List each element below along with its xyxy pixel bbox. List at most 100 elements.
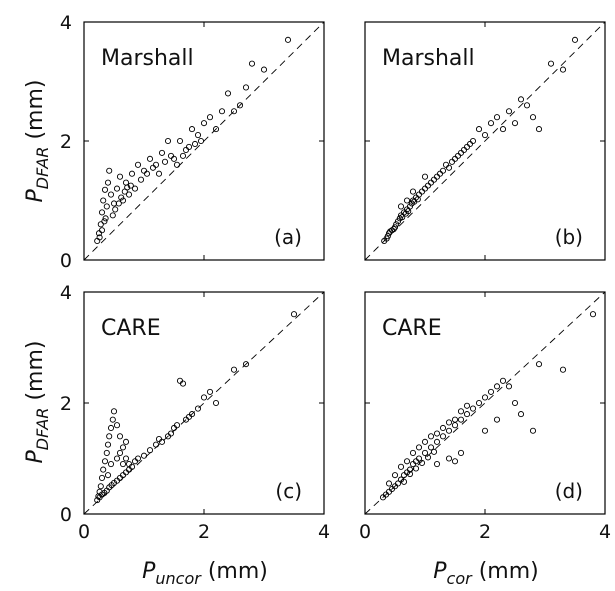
scatter-point xyxy=(439,433,447,440)
scatter-point xyxy=(101,458,109,465)
scatter-point xyxy=(113,422,121,429)
scatter-point xyxy=(143,170,151,177)
scatter-point xyxy=(212,126,220,133)
scatter-point xyxy=(394,480,402,487)
scatter-point xyxy=(391,224,399,231)
scatter-point xyxy=(182,146,190,153)
scatter-point xyxy=(433,430,441,437)
scatter-point xyxy=(146,447,154,454)
scatter-point xyxy=(463,143,471,150)
scatter-point xyxy=(397,203,405,210)
scatter-point xyxy=(454,152,462,159)
scatter-point xyxy=(457,408,465,415)
scatter-point xyxy=(115,200,122,207)
one-to-one-line xyxy=(83,291,325,515)
scatter-point xyxy=(212,399,220,407)
scatter-point xyxy=(236,102,244,109)
scatter-point xyxy=(487,120,495,127)
scatter-point xyxy=(116,173,124,180)
scatter-point xyxy=(125,191,133,198)
scatter-point xyxy=(260,66,268,73)
scatter-point xyxy=(418,188,426,195)
scatter-point xyxy=(535,126,543,133)
scatter-point xyxy=(403,458,411,465)
scatter-point xyxy=(103,203,110,210)
scatter-point xyxy=(393,221,400,228)
scatter-point xyxy=(122,455,130,462)
scatter-point xyxy=(405,208,412,215)
y-axis-label-top: PDFAR (mm) xyxy=(23,80,52,203)
scatter-point xyxy=(242,84,250,91)
scatter-point xyxy=(409,188,417,195)
scatter-point xyxy=(481,427,489,434)
one-to-one-line xyxy=(364,21,606,261)
scatter-panel: 0 2 4 Marshall (a) xyxy=(60,12,325,272)
scatter-point xyxy=(415,444,423,451)
scatter-point xyxy=(415,455,423,462)
scatter-point xyxy=(179,152,187,159)
scatter-point xyxy=(390,226,397,233)
scatter-point xyxy=(445,427,453,434)
scatter-point xyxy=(406,470,414,478)
scatter-point xyxy=(119,444,127,451)
panel-dataset-label: Marshall xyxy=(101,46,194,71)
scatter-point xyxy=(475,126,483,133)
scatter-point xyxy=(113,455,121,462)
scatter-point xyxy=(421,449,429,457)
scatter-point xyxy=(98,209,106,216)
scatter-panel: 00 2 2 4 4 CARE (c) xyxy=(60,282,330,543)
scatter-point xyxy=(224,90,232,97)
scatter-point xyxy=(403,197,411,204)
scatter-point xyxy=(122,438,130,445)
x-axis-label-subscript: cor xyxy=(447,569,474,588)
scatter-point xyxy=(200,120,208,127)
scatter-point xyxy=(399,214,406,221)
scatter-point xyxy=(499,126,507,133)
scatter-point xyxy=(97,483,104,490)
scatter-point xyxy=(179,380,187,387)
panel-letter-label: (a) xyxy=(274,225,302,249)
scatter-point xyxy=(103,449,110,457)
scatter-point xyxy=(589,311,597,318)
scatter-point xyxy=(95,493,102,500)
scatter-point xyxy=(430,176,438,183)
scatter-point xyxy=(445,419,453,426)
scatter-point xyxy=(451,416,459,423)
scatter-point xyxy=(152,441,160,448)
scatter-point xyxy=(457,149,465,156)
scatter-point xyxy=(206,114,214,121)
scatter-point xyxy=(421,438,429,445)
scatter-point xyxy=(128,170,136,177)
scatter-point xyxy=(206,388,214,395)
scatter-point xyxy=(433,460,441,468)
scatter-point xyxy=(97,221,104,228)
scatter-point xyxy=(384,233,391,240)
scatter-point xyxy=(511,399,519,407)
scatter-point xyxy=(400,478,408,485)
scatter-point xyxy=(96,234,103,241)
scatter-point xyxy=(414,196,421,203)
scatter-point xyxy=(104,441,112,448)
panel-dataset-label: CARE xyxy=(382,316,442,341)
scatter-point xyxy=(505,383,513,390)
scatter-point xyxy=(427,444,435,451)
scatter-point xyxy=(463,402,471,409)
scatter-point xyxy=(385,480,393,487)
scatter-point xyxy=(197,137,205,145)
scatter-point xyxy=(109,416,116,423)
scatter-point xyxy=(194,405,202,412)
scatter-point xyxy=(475,399,483,407)
y-tick-label: 4 xyxy=(60,282,72,304)
scatter-point xyxy=(116,433,124,440)
scatter-point xyxy=(218,108,226,115)
panel-dataset-label: CARE xyxy=(101,316,161,341)
scatter-point xyxy=(559,66,567,73)
scatter-point xyxy=(505,108,513,115)
x-axis-label-base: P xyxy=(142,559,156,584)
scatter-point xyxy=(547,60,555,67)
scatter-point xyxy=(394,218,402,225)
scatter-point xyxy=(107,424,115,432)
scatter-point xyxy=(409,449,417,457)
panel-letter-label: (d) xyxy=(555,479,583,503)
